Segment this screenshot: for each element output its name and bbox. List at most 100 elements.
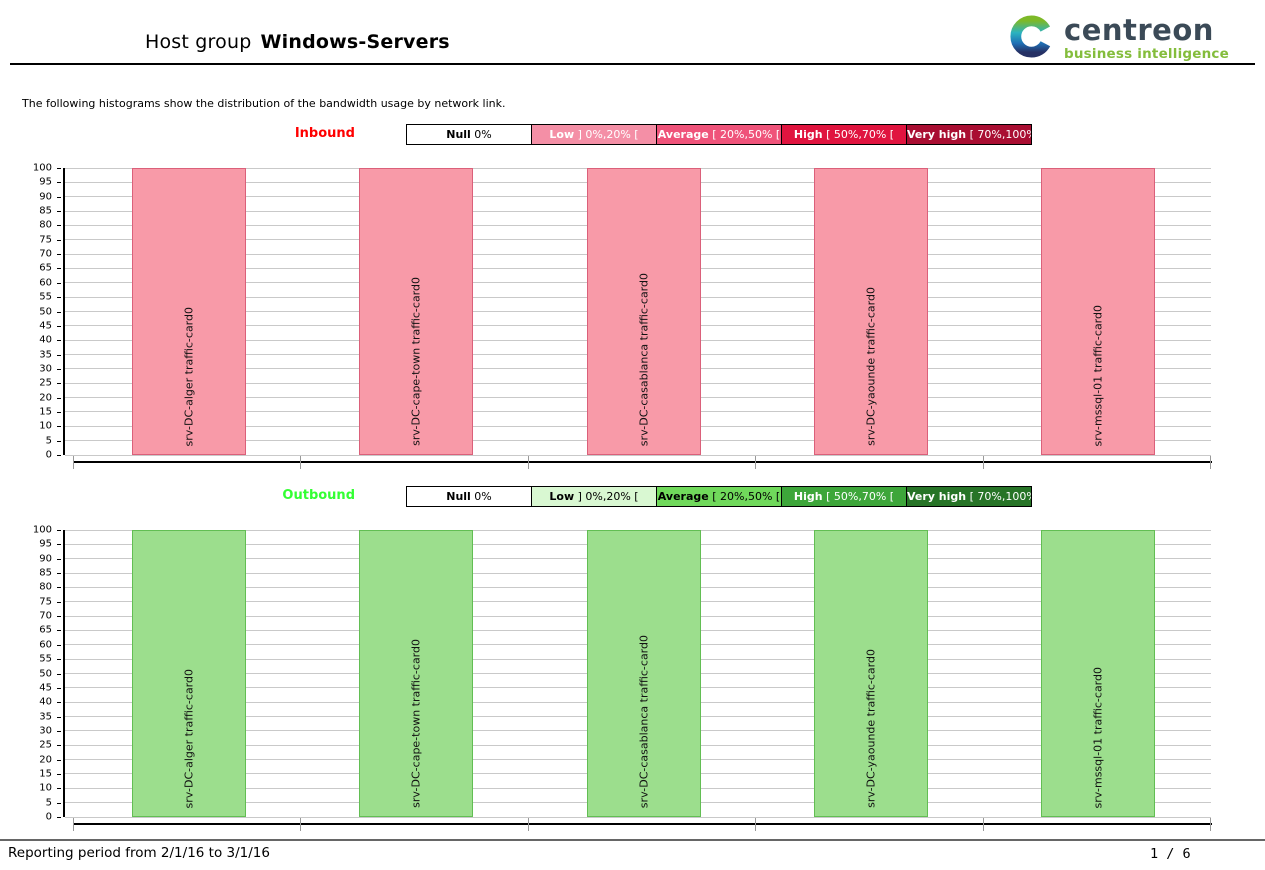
bar: srv-DC-cape-town traffic-card0 <box>359 530 474 817</box>
x-axis-tick <box>300 818 302 831</box>
y-axis-tick <box>57 368 61 370</box>
y-axis-tick <box>57 687 61 689</box>
legend-cell-low: Low ] 0%,20% [ <box>531 486 657 507</box>
y-axis-label: 50 <box>39 668 52 679</box>
legend-cell-very-high: Very high [ 70%,100% ] <box>906 486 1032 507</box>
y-axis-label: 65 <box>39 624 52 636</box>
legend-cell-high: High [ 50%,70% [ <box>781 486 907 507</box>
y-axis-label: 75 <box>39 234 52 246</box>
y-axis-tick <box>57 773 61 775</box>
y-axis-tick <box>57 702 61 704</box>
x-axis-tick <box>982 818 984 831</box>
y-axis-tick <box>57 644 61 646</box>
y-axis-tick <box>57 311 61 313</box>
outbound-histogram-section: Outbound Null 0% Low ] 0%,20% [Average [ … <box>0 486 1265 838</box>
legend-cell-low: Low ] 0%,20% [ <box>531 124 657 145</box>
legend-cell-null: Null 0% <box>406 124 532 145</box>
page-title: Host group Windows-Servers <box>145 31 450 53</box>
y-axis-tick <box>57 673 61 675</box>
bar: srv-DC-yaounde traffic-card0 <box>813 168 928 455</box>
y-axis-label: 70 <box>39 248 52 260</box>
logo-brand: centreon <box>1064 12 1214 47</box>
y-axis-label: 15 <box>39 768 52 780</box>
gridline <box>65 454 1211 456</box>
y-axis-tick <box>57 440 61 442</box>
bar: srv-DC-casablanca traffic-card0 <box>586 168 701 455</box>
bar: srv-DC-casablanca traffic-card0 <box>586 530 701 817</box>
y-axis-tick <box>57 168 61 169</box>
bar: srv-DC-cape-town traffic-card0 <box>359 168 474 455</box>
y-axis-tick <box>57 455 61 456</box>
y-axis-tick <box>57 268 61 270</box>
logo-text: centreon business intelligence <box>1064 12 1229 62</box>
y-axis-label: 55 <box>39 653 52 665</box>
legend-label: Very high <box>907 128 967 141</box>
y-axis-label: 20 <box>39 392 52 404</box>
y-axis-tick <box>57 544 61 546</box>
y-axis-label: 5 <box>45 435 52 447</box>
y-axis-label: 5 <box>45 797 52 809</box>
legend-cell-very-high: Very high [ 70%,100% ] <box>906 124 1032 145</box>
y-axis-label: 35 <box>39 711 52 723</box>
bar-label: srv-DC-casablanca traffic-card0 <box>637 634 650 808</box>
y-axis-tick <box>57 716 61 718</box>
legend-label: Very high <box>907 490 967 503</box>
y-axis-label: 60 <box>39 277 52 289</box>
x-axis <box>73 461 1212 463</box>
y-axis-label: 40 <box>39 334 52 346</box>
y-axis-tick <box>57 573 61 575</box>
x-axis <box>73 823 1212 825</box>
y-axis-label: 90 <box>39 553 52 565</box>
bar-label: srv-DC-alger traffic-card0 <box>182 306 196 446</box>
y-axis-tick <box>57 788 61 790</box>
y-axis-label: 90 <box>39 191 52 203</box>
y-axis-label: 25 <box>39 377 52 389</box>
footer-divider <box>0 839 1265 841</box>
y-axis-tick <box>57 802 61 804</box>
y-axis-tick <box>57 225 61 227</box>
bar-label: srv-DC-yaounde traffic-card0 <box>864 649 878 808</box>
reporting-period: Reporting period from 2/1/16 to 3/1/16 <box>8 845 270 861</box>
legend: Null 0% Low ] 0%,20% [Average [ 20%,50% [… <box>406 486 1032 507</box>
y-axis-label: 30 <box>39 363 52 375</box>
x-axis-tick <box>527 456 529 469</box>
x-axis-tick <box>1210 818 1211 831</box>
y-axis-label: 0 <box>45 449 52 461</box>
legend-label: Low <box>549 128 575 141</box>
bar-label: srv-DC-casablanca traffic-card0 <box>637 272 650 446</box>
y-axis-label: 55 <box>39 291 52 303</box>
y-axis-label: 20 <box>39 754 52 766</box>
y-axis-label: 60 <box>39 639 52 651</box>
y-axis-tick <box>57 297 61 299</box>
bar-label: srv-DC-yaounde traffic-card0 <box>864 287 878 446</box>
y-axis-label: 95 <box>39 176 52 188</box>
legend: Null 0% Low ] 0%,20% [Average [ 20%,50% [… <box>406 124 1032 145</box>
legend-label: Average <box>657 490 709 503</box>
y-axis-label: 50 <box>39 306 52 317</box>
legend-cell-high: High [ 50%,70% [ <box>781 124 907 145</box>
y-axis-tick <box>57 182 61 184</box>
x-axis-tick <box>300 456 302 469</box>
x-axis-tick <box>73 456 74 469</box>
y-axis-label: 10 <box>39 782 52 794</box>
y-axis-label: 80 <box>39 581 52 593</box>
legend-label: Low <box>549 490 575 503</box>
y-axis-tick <box>57 196 61 198</box>
y-axis-label: 45 <box>39 682 52 694</box>
y-axis-tick <box>57 630 61 632</box>
y-axis-label: 85 <box>39 567 52 579</box>
y-axis-tick <box>57 759 61 761</box>
y-axis-label: 65 <box>39 262 52 274</box>
y-axis-label: 0 <box>45 811 52 823</box>
inbound-histogram-section: Inbound Null 0% Low ] 0%,20% [Average [ 2… <box>0 124 1265 476</box>
y-axis-label: 30 <box>39 725 52 737</box>
bar-label: srv-mssql-01 traffic-card0 <box>1091 304 1105 446</box>
y-axis-label: 70 <box>39 610 52 622</box>
y-axis-tick <box>57 211 61 213</box>
y-axis-label: 45 <box>39 320 52 332</box>
bar-label: srv-DC-cape-town traffic-card0 <box>409 639 423 808</box>
centreon-c-icon <box>1008 13 1055 64</box>
y-axis-tick <box>57 411 61 413</box>
x-axis-tick <box>982 456 984 469</box>
